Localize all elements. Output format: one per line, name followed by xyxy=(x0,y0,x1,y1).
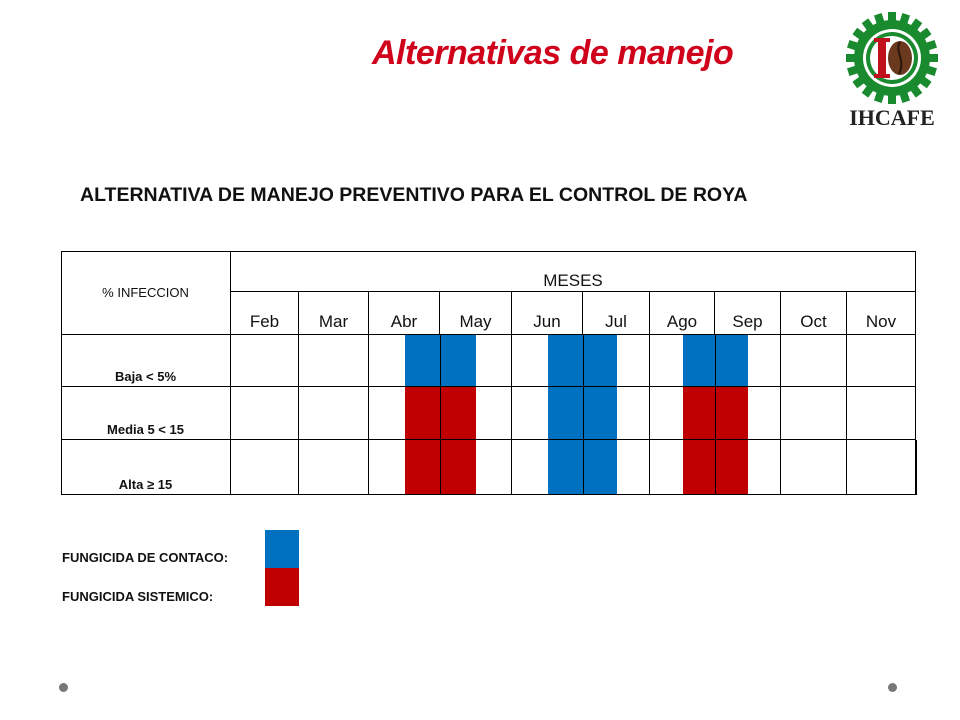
schedule-cell xyxy=(231,387,299,440)
schedule-cell xyxy=(231,335,299,387)
month-header-oct: Oct xyxy=(781,292,847,335)
row-label-1: Media 5 < 15 xyxy=(61,387,231,440)
month-header-sep: Sep xyxy=(715,292,781,335)
month-header-abr: Abr xyxy=(369,292,440,335)
cell-divider xyxy=(583,335,584,387)
nav-dot-left xyxy=(59,683,68,692)
infection-header: % INFECCION xyxy=(61,251,231,335)
cell-divider xyxy=(715,335,716,387)
schedule-cell xyxy=(715,335,781,387)
fungicide-block-contacto xyxy=(548,440,617,494)
treatment-schedule-table: % INFECCION MESES Feb Mar Abr May Jun Jul Ago Sep… xyxy=(61,251,917,495)
schedule-cell xyxy=(440,335,512,387)
months-group-header: MESES xyxy=(231,251,916,292)
schedule-cell xyxy=(583,440,650,495)
month-header-jul: Jul xyxy=(583,292,650,335)
schedule-cell xyxy=(299,440,369,495)
schedule-cell xyxy=(715,440,781,495)
schedule-cell xyxy=(847,335,916,387)
legend-swatch-contacto xyxy=(265,530,299,568)
schedule-cell xyxy=(440,387,512,440)
schedule-cell xyxy=(583,387,650,440)
cell-divider xyxy=(583,440,584,495)
schedule-cell xyxy=(299,387,369,440)
table-subtitle: ALTERNATIVA DE MANEJO PREVENTIVO PARA EL… xyxy=(80,184,748,206)
month-header-nov: Nov xyxy=(847,292,916,335)
gear-logo-icon xyxy=(846,12,938,104)
schedule-cell xyxy=(781,387,847,440)
cell-divider xyxy=(916,440,917,495)
cell-divider xyxy=(715,440,716,495)
schedule-cell xyxy=(231,440,299,495)
month-header-ago: Ago xyxy=(650,292,715,335)
schedule-cell xyxy=(847,387,916,440)
schedule-cell xyxy=(847,440,916,495)
month-header-jun: Jun xyxy=(512,292,583,335)
cell-divider xyxy=(583,387,584,440)
row-label-0: Baja < 5% xyxy=(61,335,231,387)
schedule-cell xyxy=(440,440,512,495)
ihcafe-logo: IHCAFE xyxy=(842,8,942,133)
schedule-cell xyxy=(781,440,847,495)
month-header-mar: Mar xyxy=(299,292,369,335)
legend-swatch-sistemico xyxy=(265,568,299,606)
fungicide-block-contacto xyxy=(548,335,617,386)
logo-text: IHCAFE xyxy=(849,105,935,130)
cell-divider xyxy=(440,440,441,495)
schedule-cell xyxy=(583,335,650,387)
cell-divider xyxy=(440,387,441,440)
schedule-cell xyxy=(299,335,369,387)
cell-divider xyxy=(715,387,716,440)
cell-divider xyxy=(440,335,441,387)
month-header-may: May xyxy=(440,292,512,335)
schedule-cell xyxy=(715,387,781,440)
month-header-feb: Feb xyxy=(231,292,299,335)
legend-label-contacto: FUNGICIDA DE CONTACO: xyxy=(62,550,229,565)
slide-title: Alternativas de manejo xyxy=(372,34,734,72)
schedule-cell xyxy=(781,335,847,387)
row-label-2: Alta ≥ 15 xyxy=(61,440,231,495)
fungicide-block-contacto xyxy=(548,387,617,439)
nav-dot-right xyxy=(888,683,897,692)
legend-label-sistemico: FUNGICIDA SISTEMICO: xyxy=(62,589,214,604)
